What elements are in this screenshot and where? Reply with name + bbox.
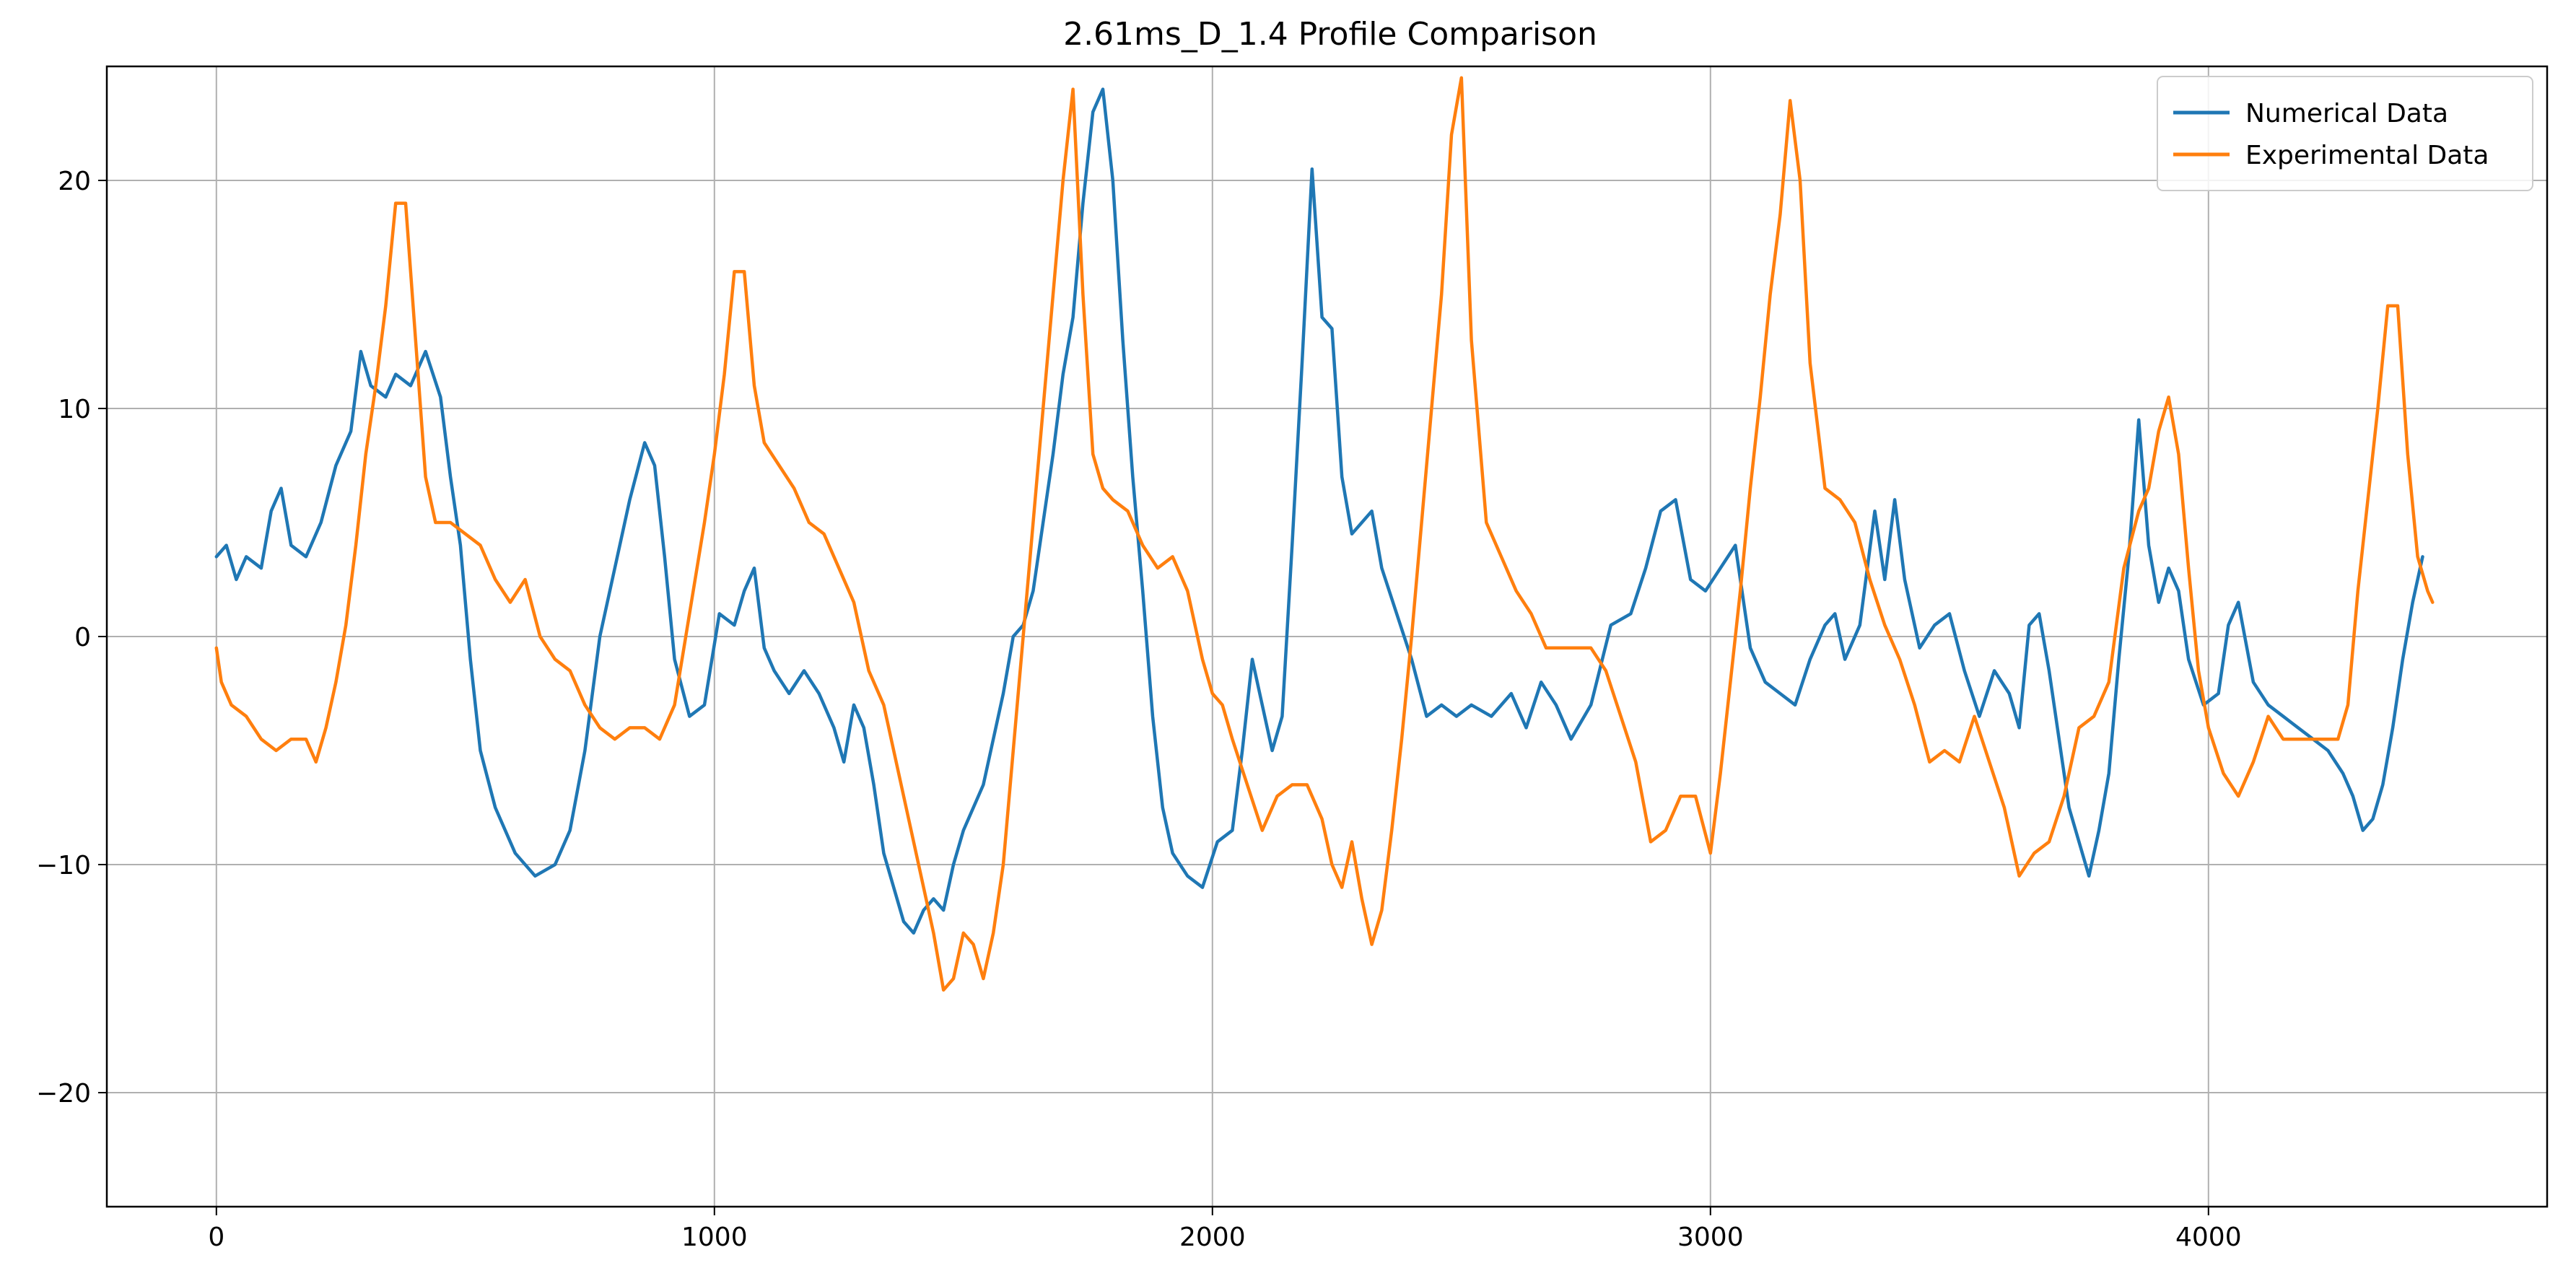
legend-label: Numerical Data [2245,99,2448,128]
x-tick-label: 3000 [1677,1223,1744,1252]
chart-title: 2.61ms_D_1.4 Profile Comparison [1063,16,1597,53]
x-tick-label: 1000 [681,1223,748,1252]
y-tick-label: −20 [36,1079,91,1109]
legend-box [2157,76,2533,191]
y-tick-label: 0 [74,623,91,652]
legend-label: Experimental Data [2245,141,2489,170]
y-tick-label: 10 [58,395,91,424]
series-line-numerical [214,87,2424,935]
y-tick-label: 20 [58,167,91,196]
series-layer [214,76,2435,992]
y-tick-label: −10 [36,851,91,880]
series-line-experimental [214,76,2435,992]
axis-ticks: 0 1000 2000 3000 4000 −20 −10 0 10 20 [36,167,2242,1252]
x-tick-label: 2000 [1179,1223,1246,1252]
x-tick-label: 0 [208,1223,224,1252]
x-tick-label: 4000 [2175,1223,2242,1252]
legend: Numerical Data Experimental Data [2157,76,2533,191]
